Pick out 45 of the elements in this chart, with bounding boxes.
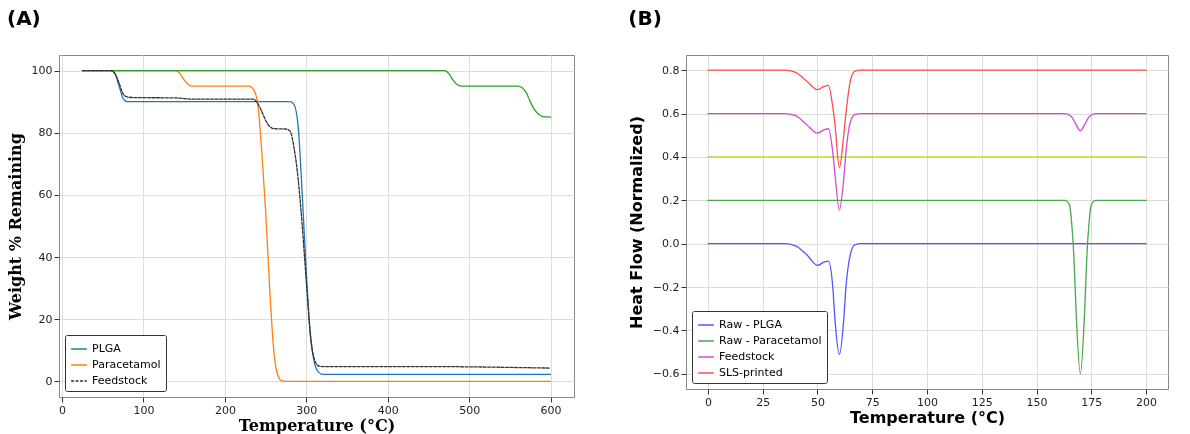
y-tick-label: −0.4 — [652, 323, 680, 337]
x-tick-label: 175 — [1081, 395, 1103, 409]
y-tick-label: −0.2 — [652, 280, 680, 294]
line-series — [707, 112, 1147, 211]
y-tick-label: 0.0 — [662, 237, 680, 251]
legend-label: Raw - Paracetamol — [719, 334, 822, 347]
x-tick-label: 500 — [459, 403, 481, 417]
y-axis-title: Heat Flow (Normalized) — [626, 116, 646, 329]
x-tick-label: 0 — [704, 395, 712, 409]
x-tick-label: 75 — [865, 395, 880, 409]
x-tick-label: 400 — [377, 403, 399, 417]
x-axis-title: Temperature (°C) — [238, 415, 396, 434]
line-series — [707, 69, 1147, 169]
x-tick-label: 100 — [917, 395, 938, 409]
y-tick-label: 0.8 — [662, 63, 680, 77]
x-tick-label: 300 — [296, 403, 318, 417]
x-tick-label: 25 — [756, 395, 771, 409]
y-tick-label: 0.6 — [662, 107, 680, 121]
x-axis-title: Temperature (°C) — [849, 407, 1006, 427]
x-tick-label: 200 — [214, 403, 236, 417]
x-tick-label: 600 — [540, 403, 562, 417]
x-tick-label: 0 — [59, 403, 67, 417]
legend-label: PLGA — [92, 342, 122, 355]
y-tick-label: −0.6 — [652, 367, 680, 381]
legend-label: Paracetamol — [92, 358, 161, 371]
legend-label: SLS-printed — [719, 366, 783, 379]
y-tick-label: 100 — [31, 64, 53, 78]
legend-label: Feedstock — [92, 374, 149, 387]
y-tick-label: 80 — [38, 126, 53, 140]
y-tick-label: 0 — [45, 374, 53, 388]
chart-title: (B) — [628, 6, 662, 30]
legend-label: Feedstock — [719, 350, 776, 363]
y-tick-label: 0.4 — [662, 150, 680, 164]
x-tick-label: 50 — [810, 395, 825, 409]
y-tick-label: 0.2 — [662, 193, 680, 207]
x-tick-label: 150 — [1026, 395, 1048, 409]
y-tick-label: 20 — [38, 312, 53, 326]
chart-title: (A) — [7, 6, 41, 30]
x-tick-label: 100 — [133, 403, 155, 417]
x-tick-label: 200 — [1136, 395, 1158, 409]
x-tick-label: 125 — [971, 395, 993, 409]
y-tick-label: 40 — [38, 250, 53, 264]
y-tick-label: 60 — [38, 188, 53, 202]
legend-label: Raw - PLGA — [719, 318, 783, 331]
y-axis-title: Weight % Remaining — [5, 133, 25, 321]
